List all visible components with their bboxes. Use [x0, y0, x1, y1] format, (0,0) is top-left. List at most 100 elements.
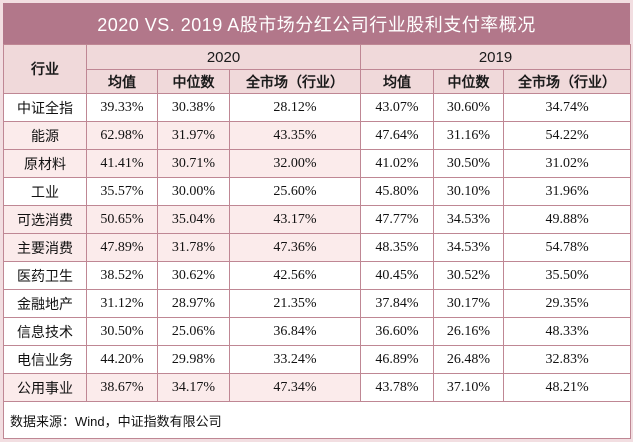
dividend-payout-table: 行业 2020 2019 均值 中位数 全市场（行业） 均值 中位数 全市场（行…: [2, 44, 632, 439]
value-cell: 31.12%: [86, 289, 158, 318]
table-row: 工业 35.57% 30.00% 25.60% 45.80% 30.10% 31…: [3, 177, 632, 206]
table-row: 电信业务 44.20% 29.98% 33.24% 46.89% 26.48% …: [3, 345, 632, 374]
value-cell: 50.65%: [86, 205, 158, 234]
value-cell: 47.34%: [228, 373, 362, 402]
value-cell: 35.50%: [503, 261, 632, 290]
value-cell: 43.35%: [228, 121, 362, 150]
value-cell: 29.98%: [157, 345, 230, 374]
column-header-median-2019: 中位数: [433, 69, 505, 94]
page-title: 2020 VS. 2019 A股市场分红公司行业股利支付率概况: [3, 3, 630, 44]
value-cell: 30.00%: [157, 177, 230, 206]
value-cell: 29.35%: [503, 289, 632, 318]
value-cell: 30.10%: [433, 177, 505, 206]
value-cell: 26.16%: [433, 317, 505, 346]
value-cell: 30.60%: [433, 93, 505, 122]
value-cell: 43.07%: [360, 93, 435, 122]
table-row: 可选消费 50.65% 35.04% 43.17% 47.77% 34.53% …: [3, 205, 632, 234]
value-cell: 47.89%: [86, 233, 158, 262]
table-row: 信息技术 30.50% 25.06% 36.84% 36.60% 26.16% …: [3, 317, 632, 346]
value-cell: 54.78%: [503, 233, 632, 262]
value-cell: 48.33%: [503, 317, 632, 346]
industry-cell: 医药卫生: [3, 261, 87, 290]
column-header-median-2020: 中位数: [157, 69, 230, 94]
value-cell: 62.98%: [86, 121, 158, 150]
table-body: 中证全指 39.33% 30.38% 28.12% 43.07% 30.60% …: [2, 93, 632, 439]
industry-cell: 公用事业: [3, 373, 87, 402]
data-source-note: 数据来源：Wind，中证指数有限公司: [2, 401, 632, 439]
value-cell: 31.78%: [157, 233, 230, 262]
header-row-years: 行业 2020 2019: [3, 44, 632, 94]
value-cell: 30.17%: [433, 289, 505, 318]
industry-cell: 工业: [3, 177, 87, 206]
table-row: 医药卫生 38.52% 30.62% 42.56% 40.45% 30.52% …: [3, 261, 632, 290]
value-cell: 48.21%: [503, 373, 632, 402]
value-cell: 32.83%: [503, 345, 632, 374]
value-cell: 21.35%: [228, 289, 362, 318]
value-cell: 30.50%: [433, 149, 505, 178]
value-cell: 30.62%: [157, 261, 230, 290]
value-cell: 41.41%: [86, 149, 158, 178]
industry-cell: 可选消费: [3, 205, 87, 234]
value-cell: 34.53%: [433, 233, 505, 262]
value-cell: 35.57%: [86, 177, 158, 206]
value-cell: 38.67%: [86, 373, 158, 402]
value-cell: 25.60%: [228, 177, 362, 206]
value-cell: 41.02%: [360, 149, 435, 178]
value-cell: 30.71%: [157, 149, 230, 178]
table-row: 中证全指 39.33% 30.38% 28.12% 43.07% 30.60% …: [3, 93, 632, 122]
value-cell: 28.12%: [228, 93, 362, 122]
value-cell: 54.22%: [503, 121, 632, 150]
industry-cell: 金融地产: [3, 289, 87, 318]
industry-cell: 主要消费: [3, 233, 87, 262]
column-group-2020: 2020: [85, 44, 362, 70]
table-row: 能源 62.98% 31.97% 43.35% 47.64% 31.16% 54…: [3, 121, 632, 150]
industry-cell: 电信业务: [3, 345, 87, 374]
column-header-mean-2020: 均值: [86, 69, 158, 94]
value-cell: 49.88%: [503, 205, 632, 234]
value-cell: 43.17%: [228, 205, 362, 234]
value-cell: 30.52%: [433, 261, 505, 290]
value-cell: 34.17%: [157, 373, 230, 402]
value-cell: 48.35%: [360, 233, 435, 262]
column-header-market-2019: 全市场（行业）: [503, 69, 632, 94]
value-cell: 25.06%: [157, 317, 230, 346]
value-cell: 35.04%: [157, 205, 230, 234]
column-header-industry: 行业: [3, 44, 87, 94]
value-cell: 28.97%: [157, 289, 230, 318]
column-group-2019: 2019: [360, 44, 632, 70]
table-header: 行业 2020 2019 均值 中位数 全市场（行业） 均值 中位数 全市场（行…: [3, 44, 632, 94]
value-cell: 40.45%: [360, 261, 435, 290]
value-cell: 38.52%: [86, 261, 158, 290]
column-header-mean-2019: 均值: [360, 69, 435, 94]
value-cell: 45.80%: [360, 177, 435, 206]
table-row: 原材料 41.41% 30.71% 32.00% 41.02% 30.50% 3…: [3, 149, 632, 178]
value-cell: 26.48%: [433, 345, 505, 374]
value-cell: 42.56%: [228, 261, 362, 290]
header-row-metrics: 均值 中位数 全市场（行业） 均值 中位数 全市场（行业）: [4, 69, 632, 94]
value-cell: 33.24%: [228, 345, 362, 374]
value-cell: 46.89%: [360, 345, 435, 374]
value-cell: 30.50%: [86, 317, 158, 346]
table-row: 金融地产 31.12% 28.97% 21.35% 37.84% 30.17% …: [3, 289, 632, 318]
value-cell: 36.60%: [360, 317, 435, 346]
value-cell: 34.53%: [433, 205, 505, 234]
value-cell: 31.02%: [503, 149, 632, 178]
column-header-market-2020: 全市场（行业）: [228, 69, 362, 94]
value-cell: 36.84%: [228, 317, 362, 346]
industry-cell: 能源: [3, 121, 87, 150]
table-figure: 2020 VS. 2019 A股市场分红公司行业股利支付率概况 行业 2020 …: [2, 3, 632, 439]
footer-row: 数据来源：Wind，中证指数有限公司: [2, 401, 632, 439]
value-cell: 37.10%: [433, 373, 505, 402]
table-row: 主要消费 47.89% 31.78% 47.36% 48.35% 34.53% …: [3, 233, 632, 262]
value-cell: 47.64%: [360, 121, 435, 150]
table-row: 公用事业 38.67% 34.17% 47.34% 43.78% 37.10% …: [3, 373, 632, 402]
value-cell: 37.84%: [360, 289, 435, 318]
industry-cell: 中证全指: [3, 93, 87, 122]
value-cell: 32.00%: [228, 149, 362, 178]
industry-cell: 信息技术: [3, 317, 87, 346]
value-cell: 43.78%: [360, 373, 435, 402]
value-cell: 31.97%: [157, 121, 230, 150]
value-cell: 47.36%: [228, 233, 362, 262]
industry-cell: 原材料: [3, 149, 87, 178]
value-cell: 31.16%: [433, 121, 505, 150]
